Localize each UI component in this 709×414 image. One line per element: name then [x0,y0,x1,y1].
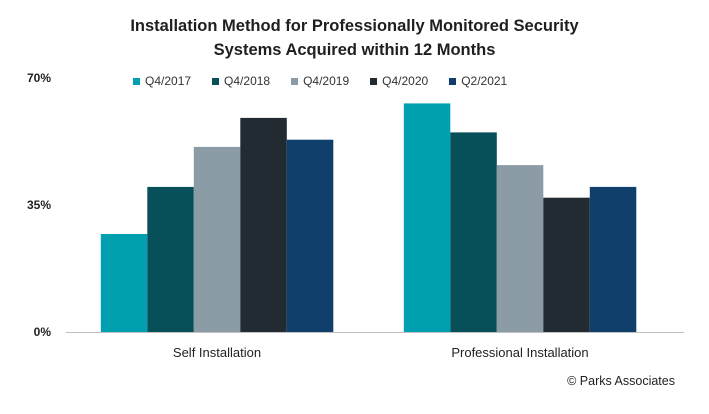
y-tick-label: 35% [27,198,51,212]
legend-swatch [370,77,378,85]
legend-label: Q4/2017 [145,74,192,88]
bar [193,146,241,332]
chart-title-line-1: Installation Method for Professionally M… [130,17,579,35]
legend-label: Q4/2020 [382,74,429,88]
legend-item: Q4/2019 [291,74,349,88]
y-tick-label: 70% [27,71,51,85]
legend-swatch [133,77,140,85]
copyright-text: © Parks Associates [567,374,675,388]
bar [496,165,544,332]
legend-item: Q4/2020 [370,74,428,88]
legend-label: Q4/2018 [224,74,271,88]
legend-item: Q4/2017 [133,74,191,88]
bar [100,234,148,332]
legend-swatch [291,77,299,85]
chart-legend: Q4/2017 Q4/2018 Q4/2019 Q4/2020 Q2/2021 [133,74,528,88]
x-tick-label: Professional Installation [451,345,588,360]
legend-item: Q2/2021 [449,74,507,88]
bar [403,103,451,333]
bar [286,139,334,332]
x-tick-label: Self Installation [173,345,261,360]
legend-label: Q2/2021 [461,74,508,88]
bar [147,186,194,332]
legend-label: Q4/2019 [303,74,350,88]
bar [240,117,287,333]
legend-swatch [449,77,457,85]
legend-item: Q4/2018 [212,74,270,88]
chart-title: Installation Method for Professionally M… [0,14,709,62]
bar [543,197,590,332]
chart-title-line-2: Systems Acquired within 12 Months [213,41,496,59]
y-tick-label: 0% [34,325,52,339]
bar [589,186,637,332]
bar [450,132,497,332]
legend-swatch [212,77,220,85]
